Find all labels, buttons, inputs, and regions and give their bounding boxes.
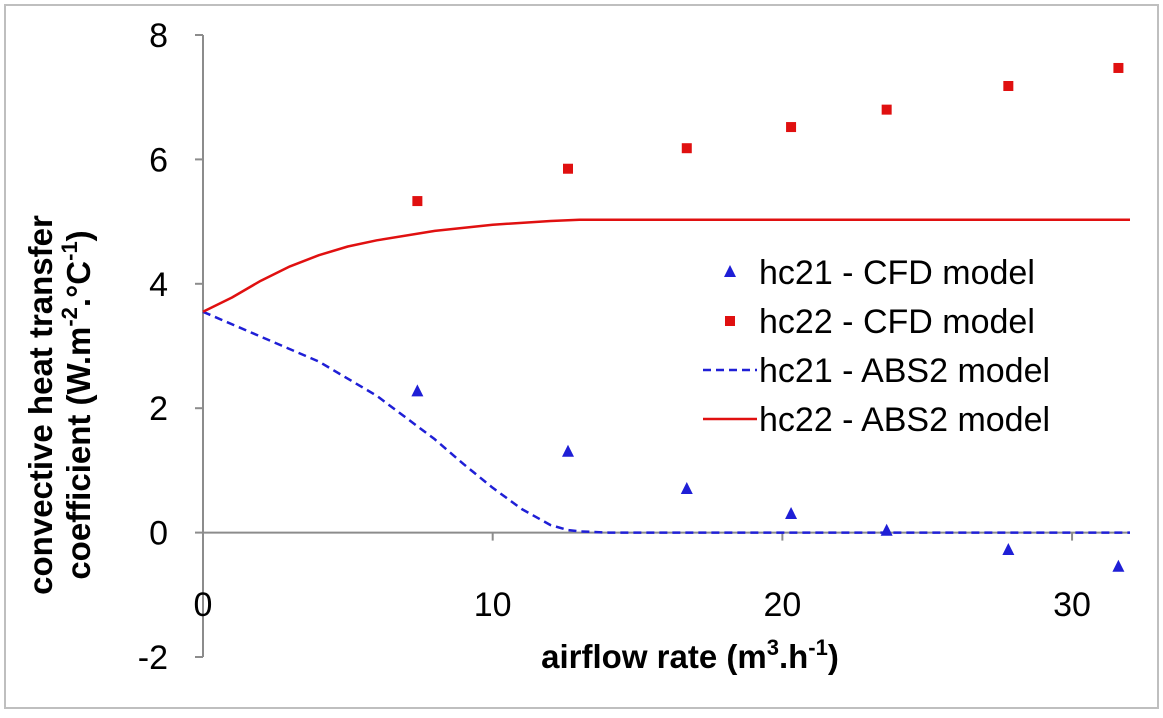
legend-label-hc21-abs2-model: hc21 - ABS2 model xyxy=(759,352,1050,390)
data-point-hc21-cfd-model xyxy=(1002,543,1015,556)
x-tick-labels: 0 10 20 30 xyxy=(194,586,1091,624)
data-point-hc22-cfd-model xyxy=(1113,62,1124,73)
data-point-hc21-cfd-model xyxy=(562,444,575,457)
data-point-hc22-cfd-model xyxy=(681,143,692,154)
data-point-hc22-cfd-model xyxy=(881,104,892,115)
data-point-hc21-cfd-model xyxy=(1112,559,1125,572)
data-point-hc21-cfd-model xyxy=(785,506,798,519)
x-tick-label: 20 xyxy=(763,586,801,624)
y-tick-label: -2 xyxy=(138,639,168,677)
legend-label-hc22-abs2-model: hc22 - ABS2 model xyxy=(759,401,1050,439)
x-tick-label: 0 xyxy=(194,586,213,624)
data-point-hc21-cfd-model xyxy=(680,482,693,495)
data-point-hc22-cfd-model xyxy=(1003,81,1014,92)
series-markers xyxy=(411,62,1125,572)
data-point-hc22-cfd-model xyxy=(786,122,797,133)
x-axis-title: airflow rate (m3.h-1) xyxy=(541,635,839,675)
y-axis-title-line2: coefficient (W.m-2.°C-1) xyxy=(57,230,97,579)
series-lines xyxy=(202,218,1130,534)
y-tick-label: 2 xyxy=(149,390,168,428)
legend-swatch-hc22-cfd-model xyxy=(725,316,735,326)
y-axis-title: convective heat transfer coefficient (W.… xyxy=(22,215,97,595)
data-point-hc22-cfd-model xyxy=(412,196,423,207)
series-line-hc22-abs2-model xyxy=(202,218,1130,313)
data-point-hc22-cfd-model xyxy=(563,163,574,174)
legend: hc21 - CFD model hc22 - CFD model hc21 - A… xyxy=(703,254,1050,439)
y-tick-label: 4 xyxy=(149,266,168,304)
x-tick-label: 10 xyxy=(474,586,512,624)
legend-label-hc21-cfd-model: hc21 - CFD model xyxy=(759,254,1035,292)
y-tick-label: 6 xyxy=(149,141,168,179)
legend-label-hc22-cfd-model: hc22 - CFD model xyxy=(759,303,1035,341)
y-tick-label: 8 xyxy=(149,17,168,55)
chart-border xyxy=(4,4,1159,709)
data-point-hc21-cfd-model xyxy=(411,384,424,397)
y-axis-title-line1: convective heat transfer xyxy=(22,215,59,595)
x-tick-label: 30 xyxy=(1053,586,1091,624)
y-tick-label: 0 xyxy=(149,515,168,553)
data-point-hc21-cfd-model xyxy=(880,523,893,536)
y-tick-labels: -2 0 2 4 6 8 xyxy=(138,17,168,677)
series-line-hc21-abs2-model xyxy=(202,310,1130,534)
legend-swatch-hc21-cfd-model xyxy=(724,265,736,277)
